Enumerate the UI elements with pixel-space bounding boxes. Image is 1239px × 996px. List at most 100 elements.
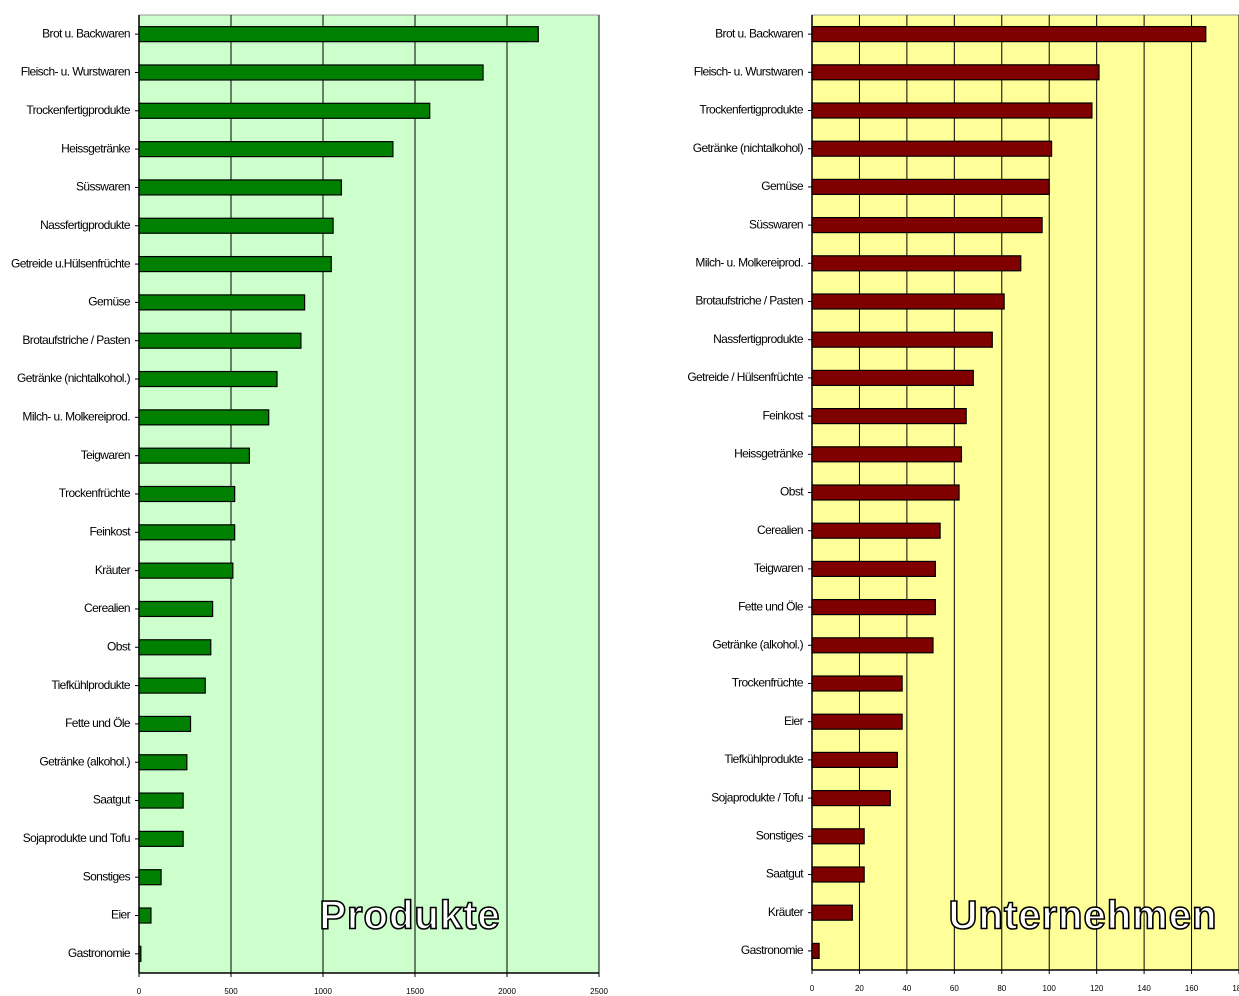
category-label: Fleisch- u. Wurstwaren <box>694 64 803 78</box>
category-label: Fleisch- u. Wurstwaren <box>21 65 130 79</box>
category-label: Trockenfrüchte <box>732 676 804 690</box>
bar <box>811 26 1207 43</box>
bar <box>811 178 1050 195</box>
category-label: Süsswaren <box>749 217 803 231</box>
bar <box>811 64 1100 81</box>
bar <box>138 179 342 196</box>
bar <box>138 447 251 464</box>
bar <box>811 828 865 845</box>
bar <box>811 637 934 654</box>
x-tick-label: 180 <box>1232 984 1239 993</box>
bar <box>138 715 192 733</box>
bar <box>811 408 967 425</box>
bar <box>138 255 332 273</box>
x-tick-label: 1000 <box>314 987 332 996</box>
bar <box>138 485 236 503</box>
category-label: Nassfertigprodukte <box>40 218 131 232</box>
category-label: Gastronomie <box>68 946 131 960</box>
category-label: Cerealien <box>757 523 803 537</box>
category-label: Fette und Öle <box>738 599 804 613</box>
x-tick-label: 40 <box>902 984 911 993</box>
category-label: Milch- u. Molkereiprod. <box>695 255 803 269</box>
category-label: Kräuter <box>95 563 131 577</box>
x-tick-label: 100 <box>1043 984 1057 993</box>
annotation: Unternehmen <box>949 894 1218 938</box>
category-label: Tiefkühlprodukte <box>51 678 131 692</box>
bar <box>811 560 936 578</box>
category-label: Milch- u. Molkereiprod. <box>22 410 130 424</box>
category-label: Brotaufstriche / Pasten <box>22 333 130 347</box>
category-label: Gastronomie <box>741 943 804 957</box>
bar <box>138 26 539 43</box>
category-label: Teigwaren <box>754 561 803 575</box>
bar <box>811 102 1093 119</box>
category-label: Trockenfertigprodukte <box>26 103 131 117</box>
bar <box>138 409 270 426</box>
bar <box>811 904 853 921</box>
bar <box>138 141 394 158</box>
x-tick-label: 1500 <box>406 987 424 996</box>
x-tick-label: 160 <box>1185 984 1199 993</box>
bar <box>811 713 903 730</box>
category-label: Sonstiges <box>83 869 131 883</box>
category-label: Brotaufstriche / Pasten <box>695 294 803 308</box>
bar <box>138 370 278 388</box>
bar <box>811 866 865 883</box>
bar <box>811 293 1005 310</box>
bar <box>138 869 162 886</box>
bar <box>811 484 960 501</box>
category-label: Sojaprodukte / Tofu <box>711 790 803 804</box>
category-label: Sojaprodukte und Tofu <box>23 831 130 845</box>
x-tick-label: 120 <box>1090 984 1104 993</box>
category-label: Feinkost <box>762 408 804 422</box>
category-label: Tiefkühlprodukte <box>724 752 804 766</box>
bar <box>138 792 184 809</box>
category-label: Obst <box>780 485 804 499</box>
category-label: Süsswaren <box>76 180 130 194</box>
bar <box>138 217 334 234</box>
x-tick-label: 0 <box>810 984 815 993</box>
category-label: Heissgetränke <box>734 446 804 460</box>
bar <box>138 830 184 847</box>
bar <box>811 217 1043 234</box>
category-label: Saatgut <box>766 867 804 881</box>
category-label: Getreide / Hülsenfrüchte <box>687 370 804 384</box>
category-label: Sonstiges <box>756 828 804 842</box>
bar <box>811 522 941 539</box>
bar <box>138 294 306 311</box>
x-tick-label: 60 <box>950 984 959 993</box>
category-label: Brot u. Backwaren <box>715 26 803 40</box>
category-label: Getreide u.Hülsenfrüchte <box>11 256 131 270</box>
category-label: Getränke (nichtalkohol) <box>693 141 804 155</box>
bar <box>811 446 963 463</box>
category-label: Brot u. Backwaren <box>42 26 130 40</box>
x-tick-label: 20 <box>855 984 864 993</box>
category-label: Trockenfrüchte <box>59 486 131 500</box>
category-label: Trockenfertigprodukte <box>699 103 804 117</box>
bar <box>811 598 936 616</box>
bar <box>138 677 206 694</box>
bar <box>811 751 899 769</box>
category-label: Cerealien <box>84 601 130 615</box>
bar <box>138 562 234 579</box>
x-tick-label: 500 <box>224 987 238 996</box>
category-label: Heissgetränke <box>61 141 131 155</box>
bar <box>811 331 993 348</box>
bar <box>811 789 891 807</box>
bar <box>138 754 188 771</box>
x-tick-label: 2500 <box>590 987 608 996</box>
bar <box>811 255 1022 272</box>
category-label: Eier <box>784 714 804 728</box>
bar <box>138 332 302 349</box>
bar <box>811 369 974 386</box>
x-tick-label: 0 <box>137 987 142 996</box>
bar <box>138 102 431 119</box>
category-label: Getränke (alkohol.) <box>39 754 130 768</box>
x-tick-label: 2000 <box>498 987 516 996</box>
bar <box>138 639 212 656</box>
bar <box>138 945 142 962</box>
category-label: Feinkost <box>89 524 131 538</box>
category-label: Gemüse <box>88 295 131 309</box>
category-label: Nassfertigprodukte <box>713 332 804 346</box>
